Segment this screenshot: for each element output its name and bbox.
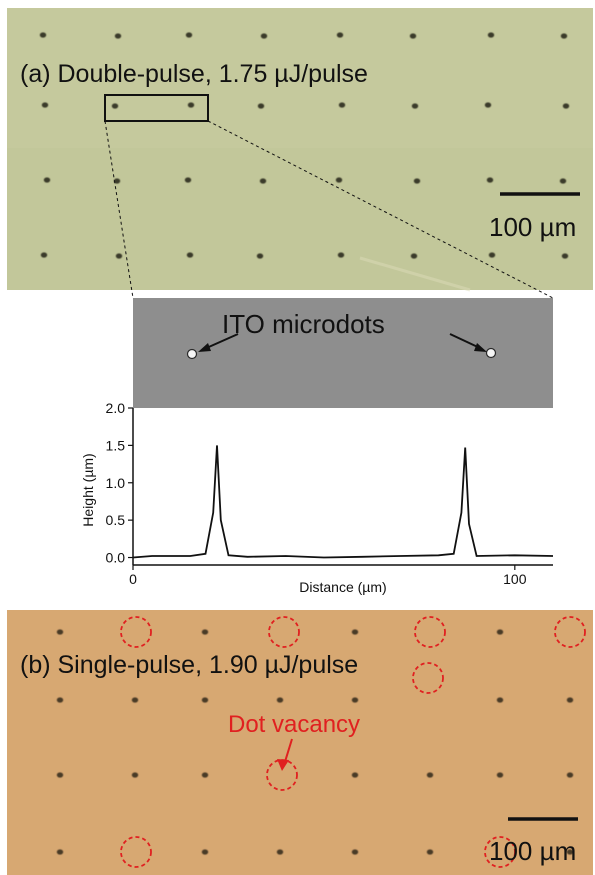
profile-chart: 0.0 0.5 1.0 1.5 2.0 0 100 Distance (µm) Heigh… xyxy=(80,400,554,595)
microdot xyxy=(351,629,359,635)
microdot xyxy=(351,849,359,855)
microdot xyxy=(560,33,568,39)
panel-a-label: (a) Double-pulse, 1.75 µJ/pulse xyxy=(20,60,368,88)
microdot xyxy=(186,252,194,258)
vacancy-circle xyxy=(268,616,300,648)
microdot xyxy=(559,178,567,184)
microdot xyxy=(488,252,496,258)
microdot xyxy=(201,629,209,635)
microdot-left xyxy=(186,348,198,360)
zoom-box xyxy=(104,94,209,122)
microdot xyxy=(187,102,195,108)
microdot xyxy=(259,178,267,184)
microdot xyxy=(131,772,139,778)
microdot xyxy=(201,697,209,703)
microdot xyxy=(257,103,265,109)
microdot xyxy=(409,33,417,39)
zoom-line-right xyxy=(207,120,554,299)
microdot xyxy=(496,697,504,703)
microdot xyxy=(426,772,434,778)
microdot xyxy=(562,103,570,109)
panel-b-dot-grid xyxy=(56,629,574,855)
sem-inset: ITO microdots xyxy=(133,298,553,408)
panel-a-background xyxy=(7,8,593,290)
series-line xyxy=(132,445,554,559)
microdot xyxy=(201,849,209,855)
microdot xyxy=(131,697,139,703)
microdot xyxy=(426,849,434,855)
microdot xyxy=(410,253,418,259)
microdot xyxy=(56,629,64,635)
x-axis-title: Distance (µm) xyxy=(299,579,386,595)
microdot xyxy=(56,849,64,855)
y-axis-title: Height (µm) xyxy=(80,453,96,526)
microdot xyxy=(276,697,284,703)
vacancy-label: Dot vacancy xyxy=(228,711,360,738)
panel-b-vacancy-circles xyxy=(120,616,586,868)
panel-a-dot-grid xyxy=(39,32,570,259)
microdot xyxy=(40,252,48,258)
panel-b-background xyxy=(7,610,593,875)
y-tick-label: 0.0 xyxy=(106,550,126,566)
microdot xyxy=(39,32,47,38)
microdot xyxy=(496,772,504,778)
vacancy-circle xyxy=(120,616,152,648)
microdot xyxy=(43,177,51,183)
x-tick-label: 100 xyxy=(503,571,527,587)
panel-a: (a) Double-pulse, 1.75 µJ/pulse 100 µm xyxy=(7,8,593,292)
microdot xyxy=(41,102,49,108)
microdot xyxy=(561,253,569,259)
microdot xyxy=(56,772,64,778)
microdot xyxy=(201,772,209,778)
vacancy-arrow-head xyxy=(277,759,289,771)
y-tick-label: 1.5 xyxy=(106,437,126,453)
microdot xyxy=(566,697,574,703)
microdot xyxy=(486,177,494,183)
microdot xyxy=(411,103,419,109)
microdot xyxy=(337,252,345,258)
microdot xyxy=(496,629,504,635)
microdot xyxy=(336,32,344,38)
microdot xyxy=(113,178,121,184)
microdot xyxy=(566,772,574,778)
microdot xyxy=(413,178,421,184)
microdot xyxy=(184,177,192,183)
vacancy-circle xyxy=(484,836,516,868)
microdot xyxy=(566,849,574,855)
x-tick-label: 0 xyxy=(129,571,137,587)
vacancy-circle xyxy=(412,662,444,694)
panel-b: (b) Single-pulse, 1.90 µJ/pulse Dot vaca… xyxy=(7,610,593,875)
microdot xyxy=(335,177,343,183)
vacancy-circle xyxy=(554,616,586,648)
microdot xyxy=(115,253,123,259)
y-ticks: 0.0 0.5 1.0 1.5 2.0 xyxy=(106,400,133,566)
microdot xyxy=(487,32,495,38)
chart-plot-area xyxy=(133,408,553,565)
y-tick-label: 2.0 xyxy=(106,400,126,416)
microdot xyxy=(256,253,264,259)
microdot xyxy=(111,103,119,109)
vacancy-circle xyxy=(120,836,152,868)
microdot xyxy=(114,33,122,39)
sem-label: ITO microdots xyxy=(222,309,385,339)
x-ticks: 0 100 xyxy=(129,565,527,587)
microdot xyxy=(338,102,346,108)
microdot xyxy=(276,849,284,855)
sem-image xyxy=(133,298,553,408)
microdot-right xyxy=(485,347,497,359)
panel-b-scale-label: 100 µm xyxy=(489,836,576,866)
vacancy-circle xyxy=(414,616,446,648)
panel-a-scale-label: 100 µm xyxy=(489,212,576,242)
y-tick-label: 0.5 xyxy=(106,512,126,528)
microdot xyxy=(351,772,359,778)
microdot xyxy=(260,33,268,39)
microdot xyxy=(56,697,64,703)
y-tick-label: 1.0 xyxy=(106,475,126,491)
microdot xyxy=(484,102,492,108)
microdot xyxy=(185,32,193,38)
panel-b-label: (b) Single-pulse, 1.90 µJ/pulse xyxy=(20,651,358,679)
microdot xyxy=(351,697,359,703)
